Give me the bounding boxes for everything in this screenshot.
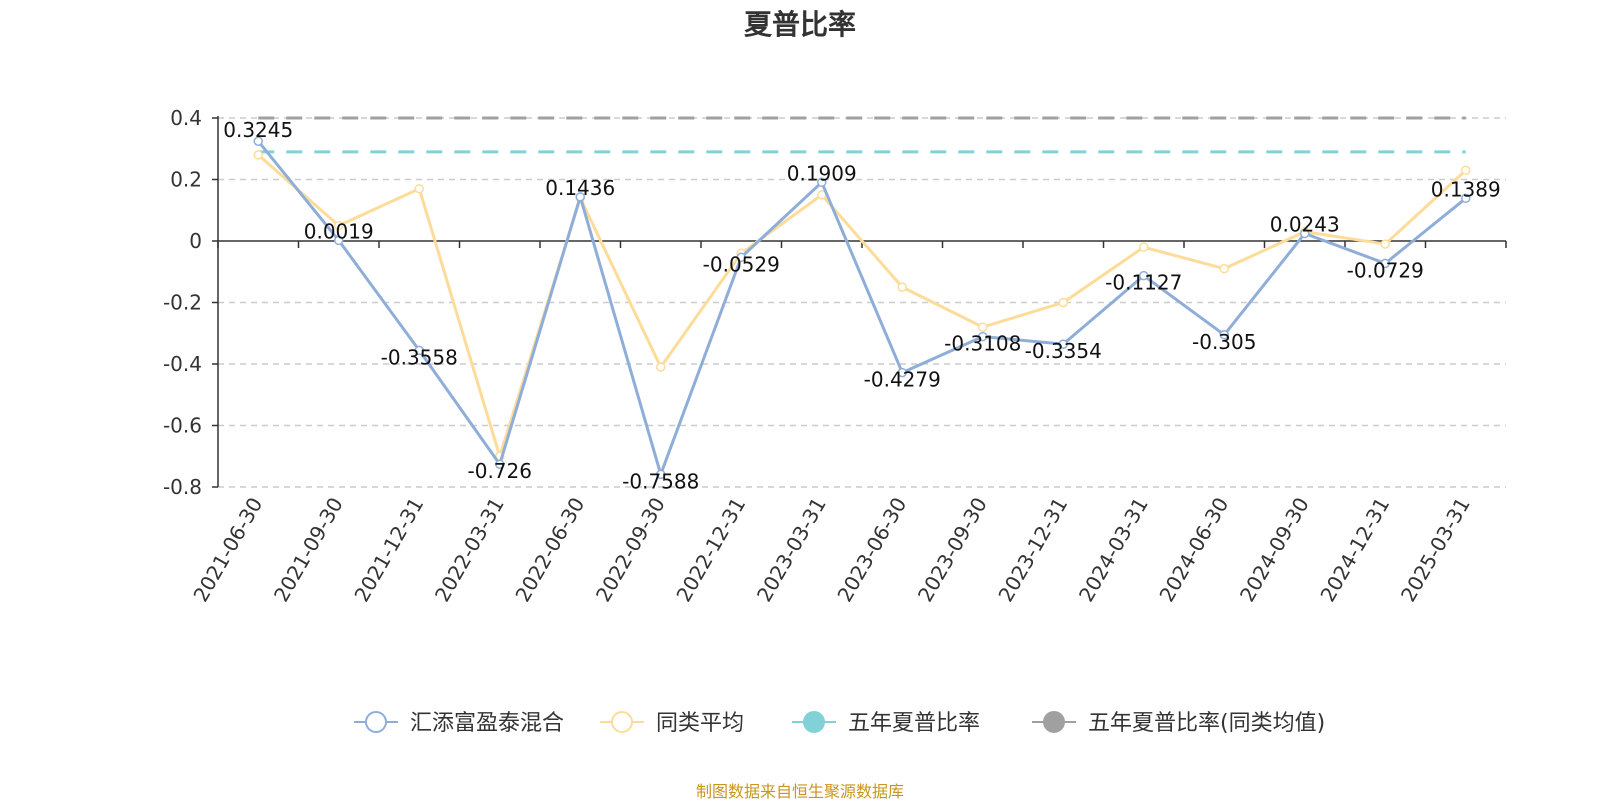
data-label: -0.0529 [703,252,780,276]
legend-marker-hollow [611,711,633,733]
series-point-1 [1058,297,1068,308]
series-point-0 [414,345,424,356]
data-label: -0.305 [1192,330,1256,354]
series-point-0 [1461,193,1471,204]
series-line-1 [257,153,1467,458]
series-point-1 [1461,165,1471,176]
legend-item-1[interactable]: 同类平均 [600,711,744,736]
x-tick-label: 2021-06-30 [188,493,267,606]
series-point-0 [817,177,827,188]
data-label: -0.0729 [1347,258,1424,282]
legend-marker-filled [1043,711,1065,733]
series-point-1 [656,362,666,372]
legend-item-3[interactable]: 五年夏普比率(同类均值) [1032,711,1325,736]
x-tick-label: 2025-03-31 [1396,493,1475,606]
x-tick-label: 2022-09-30 [591,493,670,606]
series-point-0 [978,331,988,342]
series-layer [253,116,1471,480]
data-source-note: 制图数据来自恒生聚源数据库 [695,782,904,801]
series-point-1 [253,150,263,160]
legend-label: 五年夏普比率(同类均值) [1088,711,1325,736]
series-point-0 [1139,270,1149,281]
x-tick-label: 2022-03-31 [430,493,509,606]
legend-marker-filled [803,711,825,733]
series-point-1 [334,220,344,231]
series-point-1 [1219,263,1229,274]
series-point-0 [495,459,505,469]
y-tick-label: -0.8 [163,475,202,499]
series-point-1 [978,322,988,332]
x-tick-label: 2024-09-30 [1235,493,1314,606]
series-1 [253,150,1471,461]
data-label: -0.3558 [381,345,458,369]
y-tick-label: -0.6 [163,414,202,438]
series-point-1 [1380,239,1390,249]
series-point-0 [656,469,666,480]
data-label: -0.3354 [1025,339,1102,363]
legend-label: 五年夏普比率 [848,711,980,736]
data-label: 0.1389 [1431,177,1501,201]
data-label: -0.7588 [622,469,699,493]
x-tick-label: 2024-12-31 [1315,493,1394,606]
y-tick-label: 0.4 [170,106,202,130]
x-tick-label: 2023-09-30 [913,493,992,606]
data-label: 0.1909 [787,161,857,185]
x-tick-label: 2023-12-31 [993,493,1072,606]
x-tick-label: 2021-12-31 [349,493,428,606]
legend-item-0[interactable]: 汇添富盈泰混合 [354,711,564,736]
series-line-0 [257,140,1467,476]
series-0 [253,136,1471,480]
chart-title: 夏普比率 [744,8,856,41]
legend[interactable]: 汇添富盈泰混合 同类平均 五年夏普比率 五年夏普比率(同类均值) [354,711,1325,736]
series-point-0 [334,235,344,246]
data-label: 0.0243 [1270,213,1340,237]
data-label: 0.0019 [304,219,374,243]
data-label: -0.3108 [944,332,1021,356]
legend-item-2[interactable]: 五年夏普比率 [792,711,980,736]
y-tick-label: -0.4 [163,352,202,376]
series-point-0 [1380,258,1390,269]
grid-lines [218,117,1506,488]
legend-label: 汇添富盈泰混合 [410,711,564,736]
series-point-0 [1300,228,1310,239]
data-label: 0.3245 [223,118,293,142]
series-point-0 [736,252,746,263]
x-tick-label: 2023-03-31 [752,493,831,606]
series-point-0 [253,136,263,146]
series-point-1 [1139,242,1149,252]
data-label: -0.4279 [864,368,941,392]
x-tick-label: 2021-09-30 [269,493,348,606]
data-label: -0.726 [468,459,532,483]
data-labels: 0.3245 0.0019 -0.3558 -0.726 0.1436 -0.7588 -0… [223,118,1500,493]
legend-marker-hollow [365,711,387,733]
series-point-0 [575,192,585,202]
y-tick-label: 0 [189,229,202,253]
x-tick-label: 2024-06-30 [1154,493,1233,606]
series-point-1 [414,183,424,194]
series-point-0 [897,367,907,378]
y-tick-label: -0.2 [163,291,202,315]
series-point-1 [897,282,907,292]
x-tick-label: 2023-06-30 [832,493,911,606]
y-tick-label: 0.2 [170,168,202,192]
x-tick-label: 2022-12-31 [671,493,750,606]
x-tick-label: 2022-06-30 [510,493,589,606]
data-label: -0.1127 [1105,271,1182,295]
legend-label: 同类平均 [656,711,744,736]
x-tick-label: 2024-03-31 [1074,493,1153,606]
series-point-0 [1219,330,1229,340]
series-point-0 [1058,339,1068,349]
data-label: 0.1436 [545,176,615,200]
